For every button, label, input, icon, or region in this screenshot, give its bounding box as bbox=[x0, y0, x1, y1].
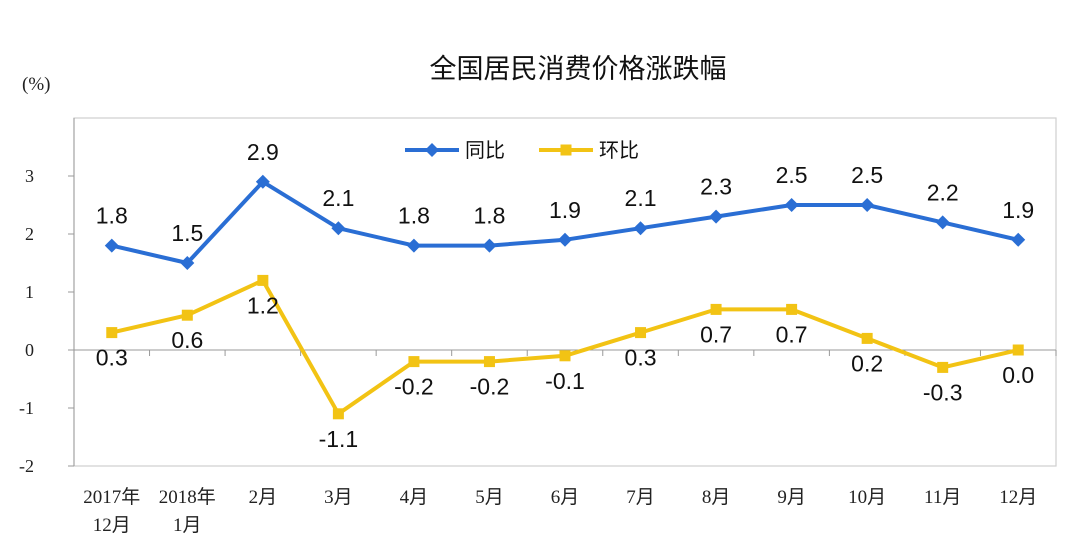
data-point bbox=[408, 356, 420, 368]
data-point bbox=[1011, 232, 1026, 247]
x-tick-label: 12月 bbox=[93, 515, 131, 536]
data-point bbox=[255, 174, 270, 189]
data-label: 0.7 bbox=[700, 321, 732, 347]
data-label: 2.3 bbox=[700, 174, 732, 200]
x-tick-label: 5月 bbox=[475, 487, 504, 508]
data-label: 0.6 bbox=[171, 327, 203, 353]
chart-title: 全国居民消费价格涨跌幅 bbox=[430, 54, 727, 85]
data-label: 2.1 bbox=[625, 185, 657, 211]
y-axis: 3 2 1 0 -1 -2 bbox=[19, 166, 74, 476]
data-point bbox=[257, 274, 269, 286]
data-point bbox=[406, 238, 421, 253]
data-label: 1.8 bbox=[96, 203, 128, 229]
data-point bbox=[106, 327, 118, 339]
x-tick-label: 2月 bbox=[249, 487, 278, 508]
data-label: 0.0 bbox=[1002, 362, 1034, 388]
data-point bbox=[937, 361, 949, 373]
data-label: 1.8 bbox=[473, 203, 505, 229]
x-tick-label: 2018年 bbox=[159, 486, 216, 508]
x-tick-label: 7月 bbox=[626, 487, 655, 508]
x-axis: 2017年 12月 2018年 1月 2月 3月 4月 5月 6月 7月 8月 9月 10月 11月 12月 bbox=[73, 349, 1057, 536]
y-tick-label: -1 bbox=[19, 398, 34, 418]
data-point bbox=[559, 350, 571, 362]
data-point bbox=[635, 327, 647, 339]
data-label: 1.2 bbox=[247, 292, 279, 318]
data-point bbox=[181, 309, 193, 321]
data-point bbox=[786, 303, 798, 315]
x-tick-label: 3月 bbox=[324, 487, 353, 508]
y-tick-label: 3 bbox=[25, 166, 34, 186]
data-label: -0.1 bbox=[545, 368, 585, 394]
data-label: 1.9 bbox=[549, 197, 581, 223]
data-label: 1.9 bbox=[1002, 197, 1034, 223]
data-label: -1.1 bbox=[319, 426, 359, 452]
data-point bbox=[710, 303, 722, 315]
data-point bbox=[861, 332, 873, 344]
data-label: 2.2 bbox=[927, 179, 959, 205]
data-label: -0.2 bbox=[394, 374, 434, 400]
x-tick-label: 2017年 bbox=[83, 486, 140, 508]
y-tick-label: 1 bbox=[25, 282, 34, 302]
series-mom: 0.3 0.6 1.2 -1.1 -0.2 -0.2 -0.1 0.3 0.7 0.7 0.2 -0.… bbox=[96, 274, 1034, 452]
data-label: 0.7 bbox=[776, 321, 808, 347]
x-tick-label: 9月 bbox=[777, 487, 806, 508]
data-label: 1.8 bbox=[398, 203, 430, 229]
data-label: 0.2 bbox=[851, 350, 883, 376]
data-point bbox=[633, 221, 648, 236]
x-tick-label: 6月 bbox=[551, 487, 580, 508]
legend-label: 环比 bbox=[599, 138, 639, 162]
y-tick-label: 0 bbox=[25, 340, 34, 360]
data-label: 0.3 bbox=[625, 345, 657, 371]
y-unit-label: (%) bbox=[22, 74, 50, 95]
data-point bbox=[104, 238, 119, 253]
x-tick-label: 11月 bbox=[924, 487, 961, 508]
data-label: 2.1 bbox=[322, 185, 354, 211]
data-label: 2.5 bbox=[851, 162, 883, 188]
legend: 同比 环比 bbox=[405, 138, 639, 162]
data-point bbox=[331, 221, 346, 236]
legend-label: 同比 bbox=[465, 138, 505, 162]
data-point bbox=[332, 408, 344, 420]
legend-marker bbox=[425, 143, 439, 157]
x-tick-label: 12月 bbox=[999, 487, 1037, 508]
data-point bbox=[180, 256, 195, 270]
data-label: -0.3 bbox=[923, 379, 963, 405]
x-tick-label: 10月 bbox=[848, 487, 886, 508]
data-label: 1.5 bbox=[171, 220, 203, 246]
data-label: 2.9 bbox=[247, 139, 279, 165]
data-point bbox=[935, 215, 950, 230]
data-label: -0.2 bbox=[470, 374, 510, 400]
data-label: 0.3 bbox=[96, 345, 128, 371]
x-tick-label: 8月 bbox=[702, 487, 731, 508]
data-point bbox=[709, 209, 724, 224]
series-layer: 1.8 1.5 2.9 2.1 1.8 1.8 1.9 2.1 2.3 2.5 2.5 2.2 1.9 0… bbox=[96, 139, 1034, 452]
data-label: 2.5 bbox=[776, 162, 808, 188]
x-tick-label: 1月 bbox=[173, 515, 202, 536]
data-point bbox=[558, 232, 572, 247]
data-point bbox=[784, 198, 799, 212]
y-tick-label: -2 bbox=[19, 456, 34, 476]
data-point bbox=[1012, 344, 1024, 356]
series-yoy: 1.8 1.5 2.9 2.1 1.8 1.8 1.9 2.1 2.3 2.5 2.5 2.2 1.9 bbox=[96, 139, 1034, 270]
y-tick-label: 2 bbox=[25, 224, 34, 244]
data-point bbox=[860, 198, 875, 212]
data-point bbox=[483, 356, 495, 368]
plot-frame bbox=[73, 117, 1057, 467]
data-point bbox=[482, 238, 497, 253]
x-tick-label: 4月 bbox=[400, 487, 429, 508]
legend-marker bbox=[560, 144, 572, 156]
